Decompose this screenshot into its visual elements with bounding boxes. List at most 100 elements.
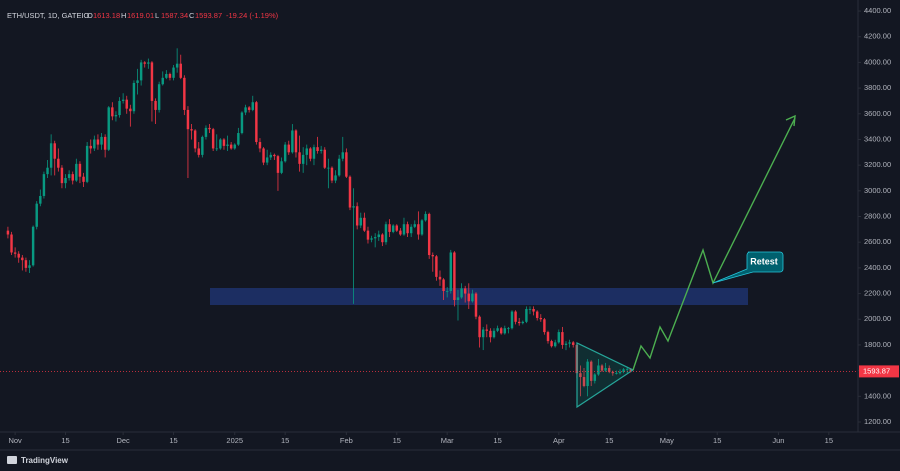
candle-body xyxy=(615,373,618,374)
candle-body xyxy=(161,77,164,85)
candle-body xyxy=(388,224,391,232)
candle-body xyxy=(330,167,334,181)
candle-body xyxy=(183,77,186,110)
x-tick-label: 15 xyxy=(281,436,289,445)
candle-body xyxy=(337,158,341,176)
candle-body xyxy=(593,374,597,381)
candle-body xyxy=(150,62,154,101)
candle-body xyxy=(291,130,294,153)
x-tick-label: Jun xyxy=(772,436,784,445)
y-tick-label: 2400.00 xyxy=(864,263,891,272)
candle-body xyxy=(413,224,417,227)
candle-body xyxy=(532,308,535,312)
candle-body xyxy=(539,317,543,320)
candle-body xyxy=(327,167,330,169)
candle-body xyxy=(168,73,172,78)
x-tick-label: 15 xyxy=(713,436,721,445)
candle-body xyxy=(204,127,208,137)
y-tick-label: 2600.00 xyxy=(864,237,891,246)
candle-body xyxy=(564,343,568,345)
candle-body xyxy=(463,288,467,294)
candle-body xyxy=(100,136,103,145)
candle-body xyxy=(424,213,427,221)
candle-body xyxy=(312,147,316,159)
candle-body xyxy=(492,330,496,338)
candle-body xyxy=(503,328,507,334)
candle-body xyxy=(546,332,550,342)
candle-body xyxy=(489,330,492,338)
candle-body xyxy=(255,102,258,143)
candle-body xyxy=(618,371,622,374)
y-tick-label: 3800.00 xyxy=(864,83,891,92)
candle-body xyxy=(294,130,298,153)
x-tick-label: Dec xyxy=(116,436,130,445)
candle-body xyxy=(481,329,485,338)
candle-body xyxy=(237,133,240,145)
projection-arrowhead xyxy=(785,114,796,127)
candle-body xyxy=(579,373,582,378)
candle-body xyxy=(21,257,24,261)
ohlc-label: C xyxy=(189,11,195,20)
candle-body xyxy=(611,371,615,374)
y-tick-label: 1400.00 xyxy=(864,391,891,400)
candle-body xyxy=(49,143,53,168)
candle-body xyxy=(467,293,471,302)
candle-body xyxy=(474,293,478,317)
candle-body xyxy=(460,288,463,298)
candle-body xyxy=(39,195,42,204)
y-tick-label: 2000.00 xyxy=(864,314,891,323)
annotation-callout xyxy=(712,251,784,284)
brand-icon xyxy=(7,456,17,464)
last-price-label: 1593.87 xyxy=(863,366,890,375)
candle-body xyxy=(510,311,514,329)
candle-body xyxy=(208,127,211,130)
candle-body xyxy=(147,62,150,64)
candle-body xyxy=(381,234,384,243)
last-price-box xyxy=(859,365,899,378)
candle-body xyxy=(409,226,413,234)
candle-body xyxy=(64,177,67,184)
candle-body xyxy=(557,332,561,343)
brand-logo: TradingView xyxy=(7,456,69,465)
candle-body xyxy=(107,107,110,150)
candle-body xyxy=(435,256,438,277)
candle-body xyxy=(363,217,366,231)
candle-body xyxy=(258,142,262,149)
y-tick-label: 3000.00 xyxy=(864,186,891,195)
x-tick-label: Feb xyxy=(340,436,353,445)
candle-body xyxy=(625,368,629,370)
candle-body xyxy=(406,224,409,234)
x-tick-label: 15 xyxy=(493,436,501,445)
candle-body xyxy=(193,130,197,149)
candle-body xyxy=(301,154,305,164)
candle-body xyxy=(273,154,276,157)
candle-body xyxy=(399,230,402,235)
ohlc-label: O xyxy=(87,11,93,20)
candle-body xyxy=(13,252,17,254)
ohlc-value: 1593.87 xyxy=(195,11,222,20)
candle-body xyxy=(226,144,229,146)
candle-body xyxy=(157,84,161,110)
x-tick-label: May xyxy=(660,436,674,445)
y-tick-label: 3200.00 xyxy=(864,160,891,169)
candle-body xyxy=(438,276,442,280)
candle-body xyxy=(309,148,312,159)
candle-body xyxy=(121,99,125,101)
candle-body xyxy=(535,311,539,318)
candle-body xyxy=(251,102,254,110)
candle-body xyxy=(525,308,528,322)
candle-body xyxy=(471,293,474,302)
candle-body xyxy=(600,365,604,371)
candle-body xyxy=(352,206,355,208)
candle-body xyxy=(514,311,517,322)
candle-body xyxy=(334,175,337,181)
candle-body xyxy=(222,139,226,146)
candle-body xyxy=(543,319,546,333)
candle-body xyxy=(17,253,20,258)
candle-body xyxy=(211,129,215,149)
x-tick-label: 2025 xyxy=(226,436,243,445)
y-tick-label: 4200.00 xyxy=(864,32,891,41)
candle-body xyxy=(136,80,139,83)
